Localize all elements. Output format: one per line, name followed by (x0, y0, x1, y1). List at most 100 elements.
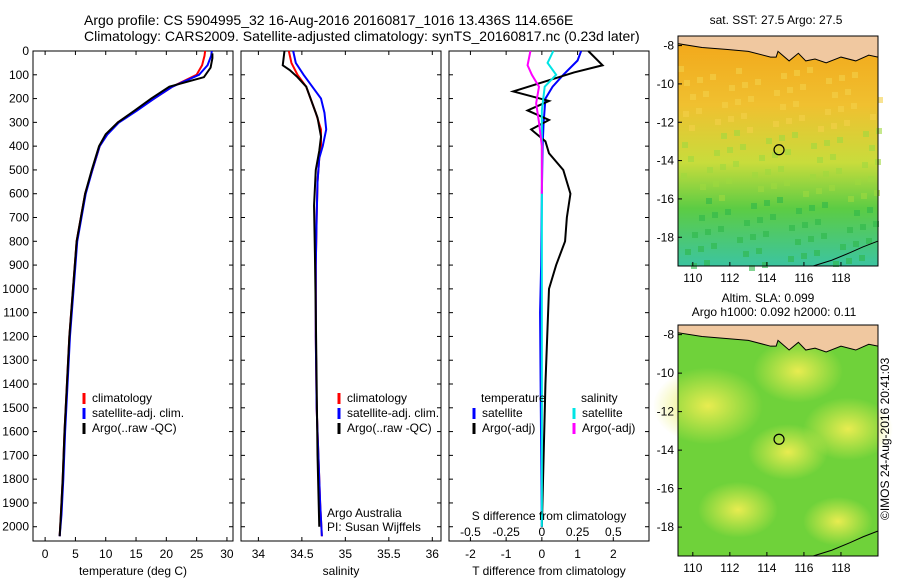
temp-series-line (58, 53, 214, 537)
sst-field-pixel (766, 138, 772, 144)
temp-xtick-label: 10 (99, 547, 113, 561)
diff-series-line (540, 50, 558, 527)
sst-field-pixel (863, 131, 869, 137)
sst-field-pixel (720, 164, 726, 170)
temp-ytick-label: 300 (9, 115, 29, 129)
sst-field-pixel (678, 66, 684, 72)
sst-field-pixel (697, 77, 703, 83)
sst-field-pixel (823, 171, 829, 177)
sst-field-pixel (683, 111, 689, 117)
sst-field-pixel (867, 207, 873, 213)
diff-xtick-top-label: 0 (539, 525, 546, 539)
diff-xtick-label: -2 (465, 547, 476, 561)
sst-ytick-label: -8 (663, 39, 674, 53)
sst-field-pixel (681, 173, 687, 179)
sal-annotation-institution: Argo Australia (327, 506, 402, 520)
sal-annotation-pi: PI: Susan Wijffels (327, 520, 421, 534)
sst-field-pixel (838, 106, 844, 112)
sst-field-pixel (845, 89, 851, 95)
temp-xtick-label: 0 (42, 547, 49, 561)
sla-map-title: Altim. SLA: 0.099 (722, 291, 815, 305)
sst-ytick-label: -12 (657, 115, 675, 129)
temp-ytick-label: 1400 (2, 377, 29, 391)
temp-ytick-label: 700 (9, 211, 29, 225)
sla-field-blob (803, 397, 893, 461)
profile-title: Argo profile: CS 5904995_32 16-Aug-2016 … (84, 12, 574, 28)
sla-ytick-label: -12 (657, 405, 675, 419)
sst-field-pixel (789, 225, 795, 231)
sst-field-pixel (728, 116, 734, 122)
temp-xtick-label: 20 (160, 547, 174, 561)
sla-xtick-label: 114 (757, 561, 776, 575)
sst-field-pixel (815, 219, 821, 225)
sst-field-pixel (713, 181, 719, 187)
sst-field-pixel (869, 145, 875, 151)
sst-xtick-label: 112 (720, 271, 739, 285)
sst-field-pixel (719, 195, 725, 201)
sst-field-pixel (736, 68, 742, 74)
diff-legend-title-sal: salinity (581, 391, 618, 405)
sst-field-pixel (685, 249, 691, 255)
sla-ytick-label: -8 (663, 328, 674, 342)
temp-ytick-label: 600 (9, 187, 29, 201)
temp-ytick-label: 900 (9, 258, 29, 272)
sst-field-pixel (764, 200, 770, 206)
sal-xtick-label: 34.5 (290, 547, 314, 561)
sst-field-pixel (868, 176, 874, 182)
sst-field-pixel (742, 82, 748, 88)
sla-ytick-label: -16 (657, 482, 675, 496)
sst-field-pixel (682, 142, 688, 148)
sst-field-pixel (853, 241, 859, 247)
sal-xtick-label: 35 (339, 547, 353, 561)
sst-field-pixel (777, 197, 783, 203)
diff-xtick-top-label: -0.25 (492, 525, 520, 539)
sst-field-pixel (795, 239, 801, 245)
sst-field-pixel (807, 67, 813, 73)
sla-xtick-label: 110 (683, 561, 702, 575)
sst-field-pixel (836, 168, 842, 174)
sst-field-pixel (851, 103, 857, 109)
sst-field-pixel (699, 215, 705, 221)
sst-field-pixel (690, 94, 696, 100)
temp-xtick-label: 25 (190, 547, 204, 561)
sst-field-pixel (799, 115, 805, 121)
diff-xtick-top-label: 0.5 (605, 525, 622, 539)
sla-field-blob (803, 496, 873, 546)
sst-field-pixel (688, 156, 694, 162)
temp-ytick-label: 1300 (2, 353, 29, 367)
sst-field-pixel (846, 258, 852, 264)
sal-xtick-label: 34 (252, 547, 266, 561)
sst-field-pixel (756, 248, 762, 254)
sst-field-pixel (715, 119, 721, 125)
diff-xtick-top-label: -0.5 (460, 525, 481, 539)
sst-ytick-label: -18 (657, 230, 675, 244)
sst-field-pixel (714, 150, 720, 156)
sst-field-pixel (729, 85, 735, 91)
diff-sal-legend-label: satellite (582, 406, 623, 420)
imos-timestamp: ©IMOS 24-Aug-2016 20:41:03 (878, 357, 892, 520)
sst-field-pixel (874, 190, 880, 196)
sst-field-pixel (792, 132, 798, 138)
sst-field-pixel (854, 210, 860, 216)
sst-field-pixel (696, 108, 702, 114)
sal-legend-label: satellite-adj. clim. (347, 406, 439, 420)
temp-ytick-label: 1200 (2, 329, 29, 343)
diff-xlabel: T difference from climatology (472, 564, 626, 578)
sst-field-pixel (829, 185, 835, 191)
sst-field-pixel (787, 87, 793, 93)
sst-field-pixel (802, 222, 808, 228)
diff-series-line (539, 50, 583, 527)
sst-field-pixel (781, 73, 787, 79)
sst-field-pixel (822, 202, 828, 208)
sst-field-pixel (778, 166, 784, 172)
sst-field-pixel (740, 144, 746, 150)
sla-xtick-label: 112 (720, 561, 739, 575)
sst-field-pixel (811, 143, 817, 149)
sal-xtick-label: 35.5 (377, 547, 401, 561)
sst-map-title: sat. SST: 27.5 Argo: 27.5 (710, 13, 843, 27)
sla-field-blob (698, 481, 778, 538)
sst-field-pixel (832, 92, 838, 98)
sst-field-pixel (752, 172, 758, 178)
sst-field-pixel (744, 220, 750, 226)
